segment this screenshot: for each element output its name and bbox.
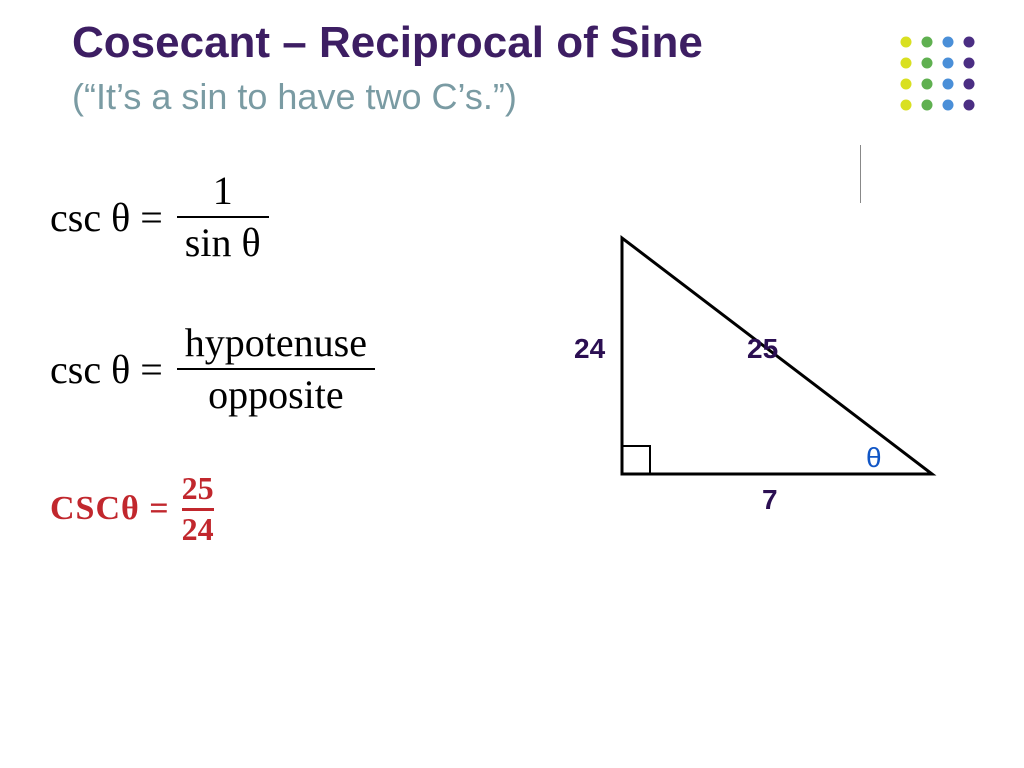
formula1-numerator: 1 <box>205 168 241 216</box>
formula1-denominator: sin θ <box>177 218 269 266</box>
right-triangle-diagram: 24 25 7 θ <box>602 218 954 506</box>
triangle-label-adjacent: 7 <box>762 484 778 516</box>
formula-csc-reciprocal: csc θ = 1 sin θ <box>50 168 269 266</box>
page-subtitle: (“It’s a sin to have two C’s.”) <box>72 76 517 118</box>
formula1-lhs: csc θ = <box>50 194 163 241</box>
formula2-fraction: hypotenuse opposite <box>177 320 375 418</box>
decor-vertical-line <box>860 145 861 203</box>
page-title: Cosecant – Reciprocal of Sine <box>72 18 703 68</box>
formula1-fraction: 1 sin θ <box>177 168 269 266</box>
handwritten-denominator: 24 <box>182 513 214 547</box>
formula2-numerator: hypotenuse <box>177 320 375 368</box>
decor-dots <box>896 32 996 122</box>
formula2-lhs: csc θ = <box>50 346 163 393</box>
triangle-label-opposite: 24 <box>574 333 605 365</box>
handwritten-lhs: CSCθ = <box>50 490 170 528</box>
formula-csc-ratio: csc θ = hypotenuse opposite <box>50 320 375 418</box>
handwritten-answer: CSCθ = 25 24 <box>50 472 214 546</box>
handwritten-fraction: 25 24 <box>182 472 214 546</box>
triangle-label-hypotenuse: 25 <box>747 333 778 365</box>
formula2-denominator: opposite <box>200 370 352 418</box>
handwritten-numerator: 25 <box>182 472 214 506</box>
triangle-angle-theta: θ <box>866 442 882 474</box>
